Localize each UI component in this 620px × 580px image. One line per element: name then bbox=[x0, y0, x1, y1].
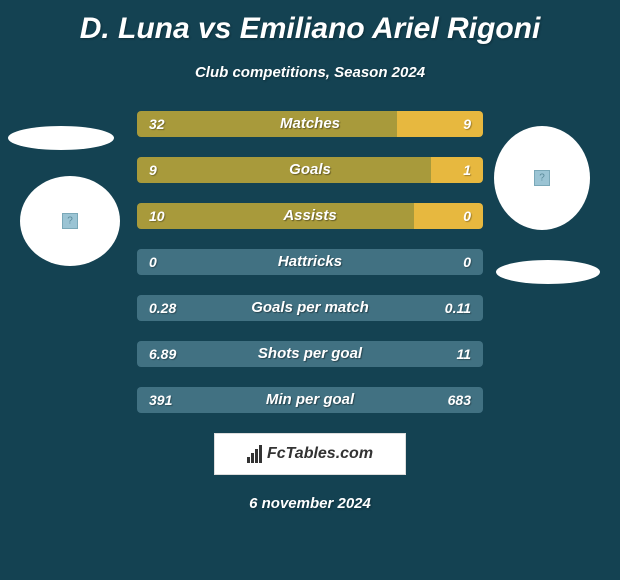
stat-value-left: 0 bbox=[149, 254, 157, 270]
stat-row: 6.89 Shots per goal 11 bbox=[137, 341, 483, 367]
comparison-date: 6 november 2024 bbox=[0, 495, 620, 512]
stat-label: Min per goal bbox=[266, 391, 354, 408]
stat-value-left: 391 bbox=[149, 392, 172, 408]
stat-bar-right: 1 bbox=[431, 157, 483, 183]
stat-bar-right: 9 bbox=[397, 111, 484, 137]
stat-row: 0 Hattricks 0 bbox=[137, 249, 483, 275]
stat-bar-left: 32 bbox=[137, 111, 397, 137]
stat-value-left: 6.89 bbox=[149, 346, 176, 362]
stat-value-right: 683 bbox=[448, 392, 471, 408]
stat-value-left: 9 bbox=[149, 162, 157, 178]
stat-value-left: 0.28 bbox=[149, 300, 176, 316]
stat-value-right: 0 bbox=[463, 254, 471, 270]
player-avatar-right bbox=[494, 126, 590, 230]
stat-row: 391 Min per goal 683 bbox=[137, 387, 483, 413]
logo-text: FcTables.com bbox=[267, 445, 373, 463]
stat-bar-left: 10 bbox=[137, 203, 414, 229]
stat-label: Goals per match bbox=[251, 299, 369, 316]
stat-value-left: 10 bbox=[149, 208, 165, 224]
stat-label: Shots per goal bbox=[258, 345, 362, 362]
stat-value-right: 9 bbox=[463, 116, 471, 132]
player-avatar-left bbox=[20, 176, 120, 266]
comparison-subtitle: Club competitions, Season 2024 bbox=[0, 64, 620, 81]
stat-bar-right: 0 bbox=[414, 203, 483, 229]
stat-label: Hattricks bbox=[278, 253, 342, 270]
avatar-placeholder-icon bbox=[534, 170, 550, 186]
stat-bar-left: 9 bbox=[137, 157, 431, 183]
stat-row: 10 Assists 0 bbox=[137, 203, 483, 229]
stat-label: Goals bbox=[289, 161, 331, 178]
stat-value-right: 11 bbox=[456, 346, 471, 362]
avatar-placeholder-icon bbox=[62, 213, 78, 229]
comparison-title: D. Luna vs Emiliano Ariel Rigoni bbox=[0, 0, 620, 46]
stat-row: 32 Matches 9 bbox=[137, 111, 483, 137]
stat-value-right: 1 bbox=[463, 162, 471, 178]
logo-box: FcTables.com bbox=[214, 433, 406, 475]
stat-value-right: 0 bbox=[463, 208, 471, 224]
logo-bars-icon bbox=[247, 445, 263, 463]
stat-label: Matches bbox=[280, 115, 340, 132]
stats-container: 32 Matches 9 9 Goals 1 10 Assists 0 0 Ha… bbox=[137, 111, 483, 413]
stat-value-left: 32 bbox=[149, 116, 165, 132]
stat-label: Assists bbox=[283, 207, 336, 224]
stat-row: 0.28 Goals per match 0.11 bbox=[137, 295, 483, 321]
stat-row: 9 Goals 1 bbox=[137, 157, 483, 183]
stat-value-right: 0.11 bbox=[445, 300, 471, 316]
decoration-ellipse-top-left bbox=[8, 126, 114, 150]
decoration-ellipse-bottom-right bbox=[496, 260, 600, 284]
